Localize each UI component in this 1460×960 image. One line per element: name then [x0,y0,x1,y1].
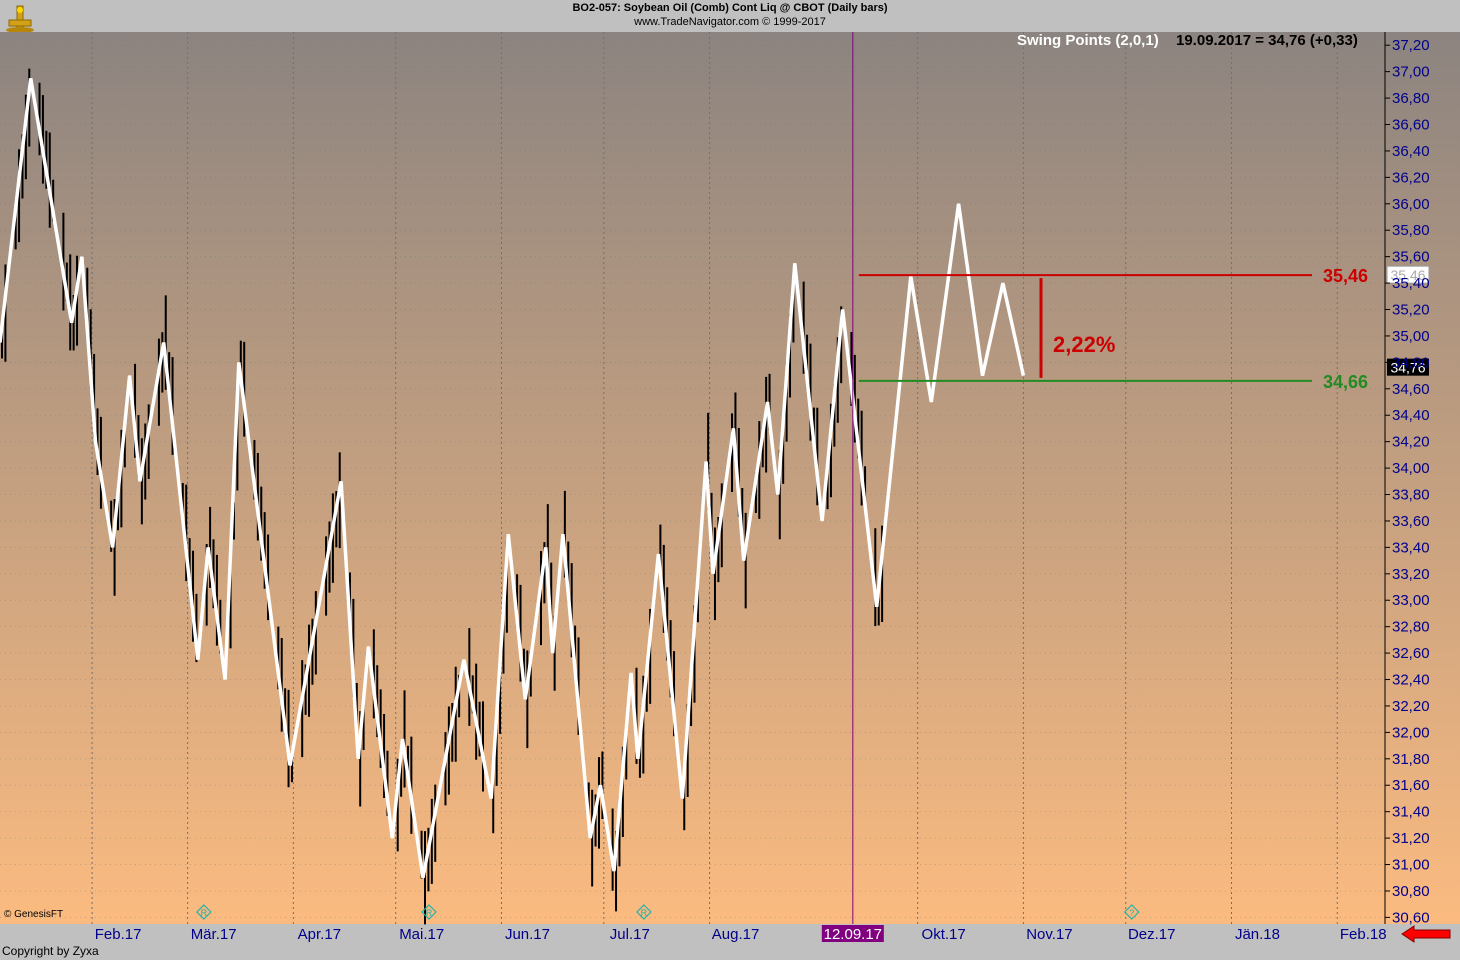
y-tick-label: 36,40 [1392,143,1430,160]
event-marker-symbol: ? [1129,908,1134,918]
y-tick-label: 33,80 [1392,487,1430,504]
price-axis[interactable] [1385,32,1460,924]
genesis-credit: © GenesisFT [4,909,64,920]
y-tick-label: 32,20 [1392,698,1430,715]
time-axis[interactable] [0,924,1460,944]
resistance-label: 35,46 [1323,266,1368,286]
y-tick-label: 36,80 [1392,90,1430,107]
x-tick-label: Aug.17 [712,926,760,943]
y-tick-label: 37,00 [1392,64,1430,81]
support-label: 34,66 [1323,372,1368,392]
y-tick-label: 31,40 [1392,804,1430,821]
y-tick-label: 35,20 [1392,302,1430,319]
y-tick-label: 35,00 [1392,328,1430,345]
y-tick-label: 33,00 [1392,592,1430,609]
y-tick-label: 32,80 [1392,619,1430,636]
x-tick-label: Dez.17 [1128,926,1176,943]
event-marker-symbol: R [201,908,208,918]
event-marker-icon[interactable] [1123,904,1140,920]
x-tick-label: Feb.18 [1340,926,1387,943]
y-tick-label: 36,60 [1392,117,1430,134]
y-tick-label: 30,60 [1392,909,1430,926]
last-price-label: 34,76 [1390,360,1425,376]
y-tick-label: 34,00 [1392,460,1430,477]
y-tick-label: 36,00 [1392,196,1430,213]
y-tick-label: 37,20 [1392,37,1430,54]
x-tick-label: Jän.18 [1235,926,1280,943]
y-tick-label: 34,60 [1392,381,1430,398]
y-tick-label: 32,60 [1392,645,1430,662]
event-marker-icon[interactable] [636,904,652,920]
y-tick-label: 33,40 [1392,539,1430,556]
event-marker-icon[interactable] [196,904,212,920]
x-tick-label: Apr.17 [298,926,341,943]
x-tick-label: Nov.17 [1026,926,1072,943]
event-marker-symbol: R [426,908,433,918]
y-tick-label: 30,80 [1392,883,1430,900]
percent-change-label: 2,22% [1053,332,1115,357]
y-tick-label: 34,20 [1392,434,1430,451]
x-tick-label: Mär.17 [191,926,237,943]
x-tick-label: Feb.17 [95,926,142,943]
y-tick-label: 34,80 [1392,354,1430,371]
x-tick-label: Jun.17 [505,926,550,943]
plot-area [0,32,1385,924]
cursor-date-label: 12.09.17 [824,926,882,943]
event-marker-icon[interactable] [421,904,437,920]
x-tick-label: Mai.17 [399,926,444,943]
footer-copyright: Copyright by Zyxa [2,944,99,958]
y-tick-label: 31,80 [1392,751,1430,768]
app-logo[interactable] [4,4,36,34]
event-marker-symbol: R [641,908,648,918]
cursor-date-tag [821,925,884,942]
chart-title: BO2-057: Soybean Oil (Comb) Cont Liq @ C… [572,2,888,14]
x-tick-label: Okt.17 [922,926,966,943]
y-tick-label: 35,60 [1392,249,1430,266]
y-tick-label: 33,20 [1392,566,1430,583]
indicator-readout: 19.09.2017 = 34,76 (+0,33) [1176,32,1358,49]
x-tick-label: Jul.17 [610,926,650,943]
swing-line [0,78,1026,879]
y-tick-label: 36,20 [1392,169,1430,186]
y-tick-label: 31,20 [1392,830,1430,847]
resistance-axis-label: 35,46 [1390,267,1425,283]
last-price-box [1387,358,1429,376]
chart-copyright: www.TradeNavigator.com © 1999-2017 [634,16,826,28]
y-tick-label: 34,40 [1392,407,1430,424]
y-tick-label: 33,60 [1392,513,1430,530]
y-tick-label: 32,00 [1392,724,1430,741]
resistance-axis-box [1386,265,1430,284]
indicator-label: Swing Points (2,0,1) [1017,32,1159,49]
y-tick-label: 32,40 [1392,672,1430,689]
y-tick-label: 31,00 [1392,857,1430,874]
y-tick-label: 35,80 [1392,222,1430,239]
y-tick-label: 35,40 [1392,275,1430,292]
scroll-right-arrow-icon[interactable] [1401,925,1451,943]
y-tick-label: 31,60 [1392,777,1430,794]
